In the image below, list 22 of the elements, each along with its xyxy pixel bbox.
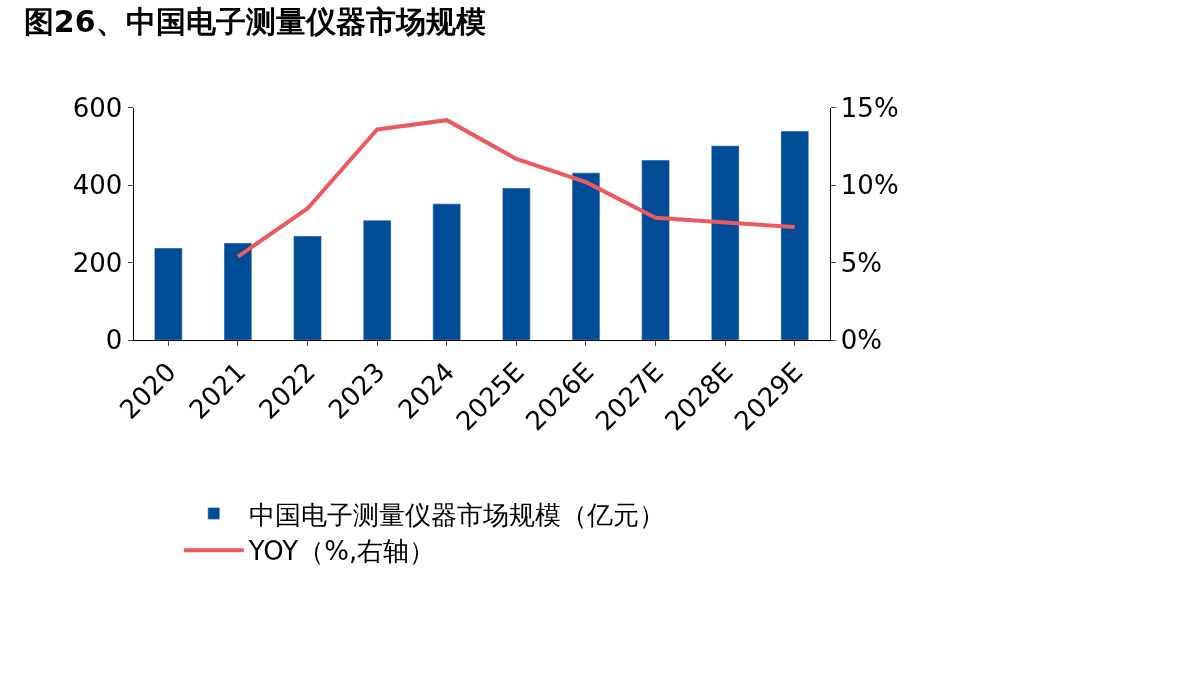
y-tick-label: 200	[72, 247, 123, 278]
y2-tick-label: 15%	[840, 92, 899, 123]
y-tick-label: 400	[72, 170, 123, 201]
bar	[641, 159, 670, 341]
line-series	[235, 118, 797, 259]
y-tick-label: 0	[105, 325, 123, 356]
chart-title: 图26、中国电子测量仪器市场规模	[23, 3, 486, 39]
bar	[711, 145, 740, 341]
bar	[293, 235, 322, 341]
y2-tick-label: 0%	[840, 325, 883, 356]
bar	[502, 187, 531, 341]
bar	[154, 247, 183, 341]
legend-label: YOY（%,右轴）	[247, 536, 436, 567]
bar	[780, 130, 809, 341]
bar	[362, 219, 392, 341]
bar	[223, 242, 253, 341]
legend-label: 中国电子测量仪器市场规模（亿元）	[248, 499, 665, 530]
y-tick-label: 600	[72, 92, 123, 123]
y2-tick-label: 10%	[840, 170, 899, 201]
y2-tick-label: 5%	[840, 247, 883, 278]
bar	[571, 172, 601, 341]
bar	[432, 203, 461, 341]
